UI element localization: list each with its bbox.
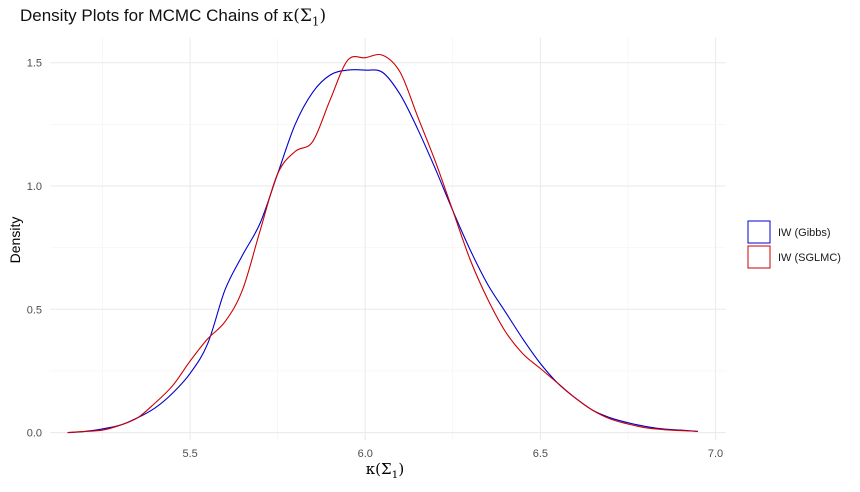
legend: IW (Gibbs) IW (SGLMC) xyxy=(747,220,841,269)
legend-label: IW (Gibbs) xyxy=(778,227,831,239)
density-line-iw-sglmc- xyxy=(67,53,699,434)
legend-key xyxy=(747,245,771,269)
legend-key xyxy=(747,220,771,244)
x-axis-title: κ(Σ1) xyxy=(340,460,430,481)
title-subscript: 1 xyxy=(311,14,320,29)
legend-label: IW (SGLMC) xyxy=(778,252,841,264)
title-text: Density Plots for MCMC Chains of xyxy=(20,6,283,25)
x-axis-title-subscript: 1 xyxy=(391,469,399,481)
y-tick-label: 0.5 xyxy=(27,304,42,316)
title-math-close: ) xyxy=(319,6,327,26)
series-lines xyxy=(67,53,699,434)
y-axis-title: Density xyxy=(7,217,23,264)
x-tick-label: 6.5 xyxy=(533,448,548,460)
grid xyxy=(50,38,726,440)
x-tick-label: 7.0 xyxy=(708,448,723,460)
x-axis-title-math: κ(Σ xyxy=(365,460,392,478)
x-tick-label: 6.0 xyxy=(358,448,373,460)
x-axis-title-close: ) xyxy=(398,460,405,478)
y-tick-label: 1.0 xyxy=(27,181,42,193)
y-tick-label: 1.5 xyxy=(27,58,42,70)
title-math: κ(Σ xyxy=(282,6,312,26)
x-tick-label: 5.5 xyxy=(182,448,197,460)
y-axis-ticks: 0.0 0.5 1.0 1.5 xyxy=(27,58,42,440)
chart-title: Density Plots for MCMC Chains of κ(Σ1) xyxy=(20,6,326,28)
y-tick-label: 0.0 xyxy=(27,428,42,440)
x-axis-ticks: 5.5 6.0 6.5 7.0 xyxy=(182,448,723,460)
